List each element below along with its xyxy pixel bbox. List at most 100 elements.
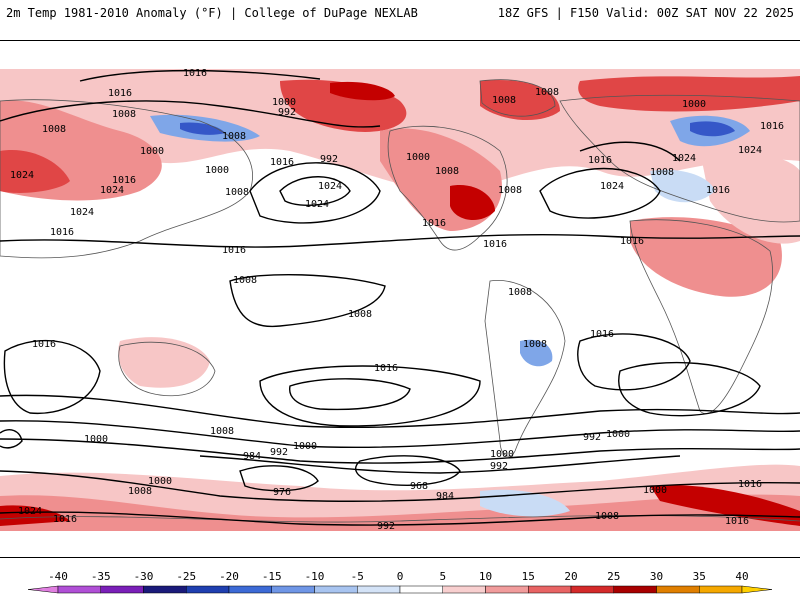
isobar-label: 1016 [374,363,398,374]
isobar-label: 1008 [233,275,257,286]
isobar-label: 992 [490,461,508,472]
isobars [0,69,800,526]
isobar-south-pacific-high [259,365,481,427]
isobar-label: 1016 [270,157,294,168]
colorbar-svg: -40 -35 -30 -25 -20 -15 -10 -5 0 5 10 15 20 25 30 35 40 [27,570,773,594]
colorbar-tick-label: 10 [479,570,492,583]
anomaly-map: 1016 1016 1008 1008 1000 1008 1000 992 1… [0,40,800,558]
isobar-label: 1008 [42,124,66,135]
isobar-label: 1024 [600,181,624,192]
isobar-label: 1000 [272,97,296,108]
isobar-label: 1000 [643,485,667,496]
isobar-label: 976 [273,487,291,498]
isobar-label: 1008 [650,167,674,178]
shade-europe-cold [650,169,715,203]
colorbar-tick-label: -20 [219,570,239,583]
isobar-label: 1008 [128,486,152,497]
isobar-south-indian-high [618,361,761,417]
isobar-south-984 [199,455,681,474]
anomaly-shading [0,69,800,531]
model-run-info: 18Z GFS | F150 Valid: 00Z SAT NOV 22 202… [497,6,794,20]
shade-antarctic-left [0,505,70,526]
isobar-north-1008 [0,100,381,128]
coast-north-america [387,125,508,251]
isobar-south-atl-high [577,333,691,391]
isobar-south-1016 [0,511,800,526]
colorbar-swatch [613,585,657,594]
isobar-north-1016 [79,69,321,82]
isobar-label: 1016 [108,88,132,99]
colorbar-swatch [656,585,700,594]
isobar-pacific-high-inner [279,176,351,206]
isobar-label: 1008 [222,131,246,142]
shade-na-deep [450,185,495,221]
coast-africa [629,219,774,414]
isobar-south-pacific-inner [288,378,411,411]
isobar-label: 1024 [100,185,124,196]
isobar-label: 1024 [10,170,34,181]
isobar-labels: 1016 1016 1008 1008 1000 1008 1000 992 1… [10,68,784,532]
colorbar-arrow-high [741,585,773,594]
isobar-label: 1016 [53,514,77,525]
isobar-label: 1000 [682,99,706,110]
isobar-label: 1000 [606,429,630,440]
coast-south-america [484,279,566,457]
isobar-label: 1008 [112,109,136,120]
colorbar-legend: -40 -35 -30 -25 -20 -15 -10 -5 0 5 10 15 20 25 30 35 40 [0,562,800,600]
isobar-label: 992 [377,521,395,532]
isobar-label: 1008 [492,95,516,106]
colorbar-tick-label: 40 [735,570,748,583]
isobar-label: 992 [278,107,296,118]
colorbar-swatch [228,585,272,594]
isobar-label: 1016 [32,339,56,350]
colorbar-swatch [528,585,572,594]
isobar-south-1000b [0,470,800,502]
colorbar-tick-label: 35 [693,570,706,583]
colorbar-swatch [271,585,315,594]
isobar-europe-1024 [579,141,681,162]
shade-asia-deep [0,150,70,193]
colorbar-tick-label: -10 [305,570,325,583]
isobar-label: 1024 [70,207,94,218]
shade-siberia-core [180,122,225,135]
coast-eurasia [559,94,800,223]
colorbar-tick-label: 0 [397,570,404,583]
isobar-label: 1016 [588,155,612,166]
shade-russia-warm [578,76,800,112]
isobar-label: 1000 [406,152,430,163]
coast-australia [118,341,216,397]
shade-antarctic-warm [0,494,800,531]
isobar-label: 1016 [112,175,136,186]
colorbar-tick-label: -25 [176,570,196,583]
isobar-label: 1024 [18,506,42,517]
colorbar-swatch [100,585,144,594]
isobar-label: 1016 [590,329,614,340]
isobar-label: 1016 [50,227,74,238]
colorbar-tick-label: -40 [48,570,68,583]
colorbar-tick-label: 25 [607,570,620,583]
isobar-label: 1024 [318,181,342,192]
isobar-south-1000 [0,420,800,449]
isobar-label: 1008 [210,426,234,437]
isobar-label: 1000 [148,476,172,487]
isobar-south-992 [0,438,800,464]
colorbar-swatch [699,585,743,594]
colorbar-tick-label: -15 [262,570,282,583]
isobar-label: 1008 [435,166,459,177]
isobar-label: 1000 [205,165,229,176]
colorbar-swatch [485,585,529,594]
map-svg: 1016 1016 1008 1008 1000 1008 1000 992 1… [0,68,800,532]
colorbar-arrow-low [27,585,59,594]
colorbar-swatch [186,585,230,594]
isobar-pacific-1008 [229,274,386,328]
isobar-label: 1016 [738,479,762,490]
isobar-label: 968 [410,481,428,492]
isobar-label: 984 [436,491,454,502]
isobar-label: 1016 [483,239,507,250]
isobar-label: 1016 [725,516,749,527]
shade-greenland-warm [480,80,560,121]
shade-mideast-warm [700,149,800,244]
isobar-label: 992 [320,154,338,165]
isobar-label: 1016 [760,121,784,132]
shade-scandinavia-core [690,121,735,137]
